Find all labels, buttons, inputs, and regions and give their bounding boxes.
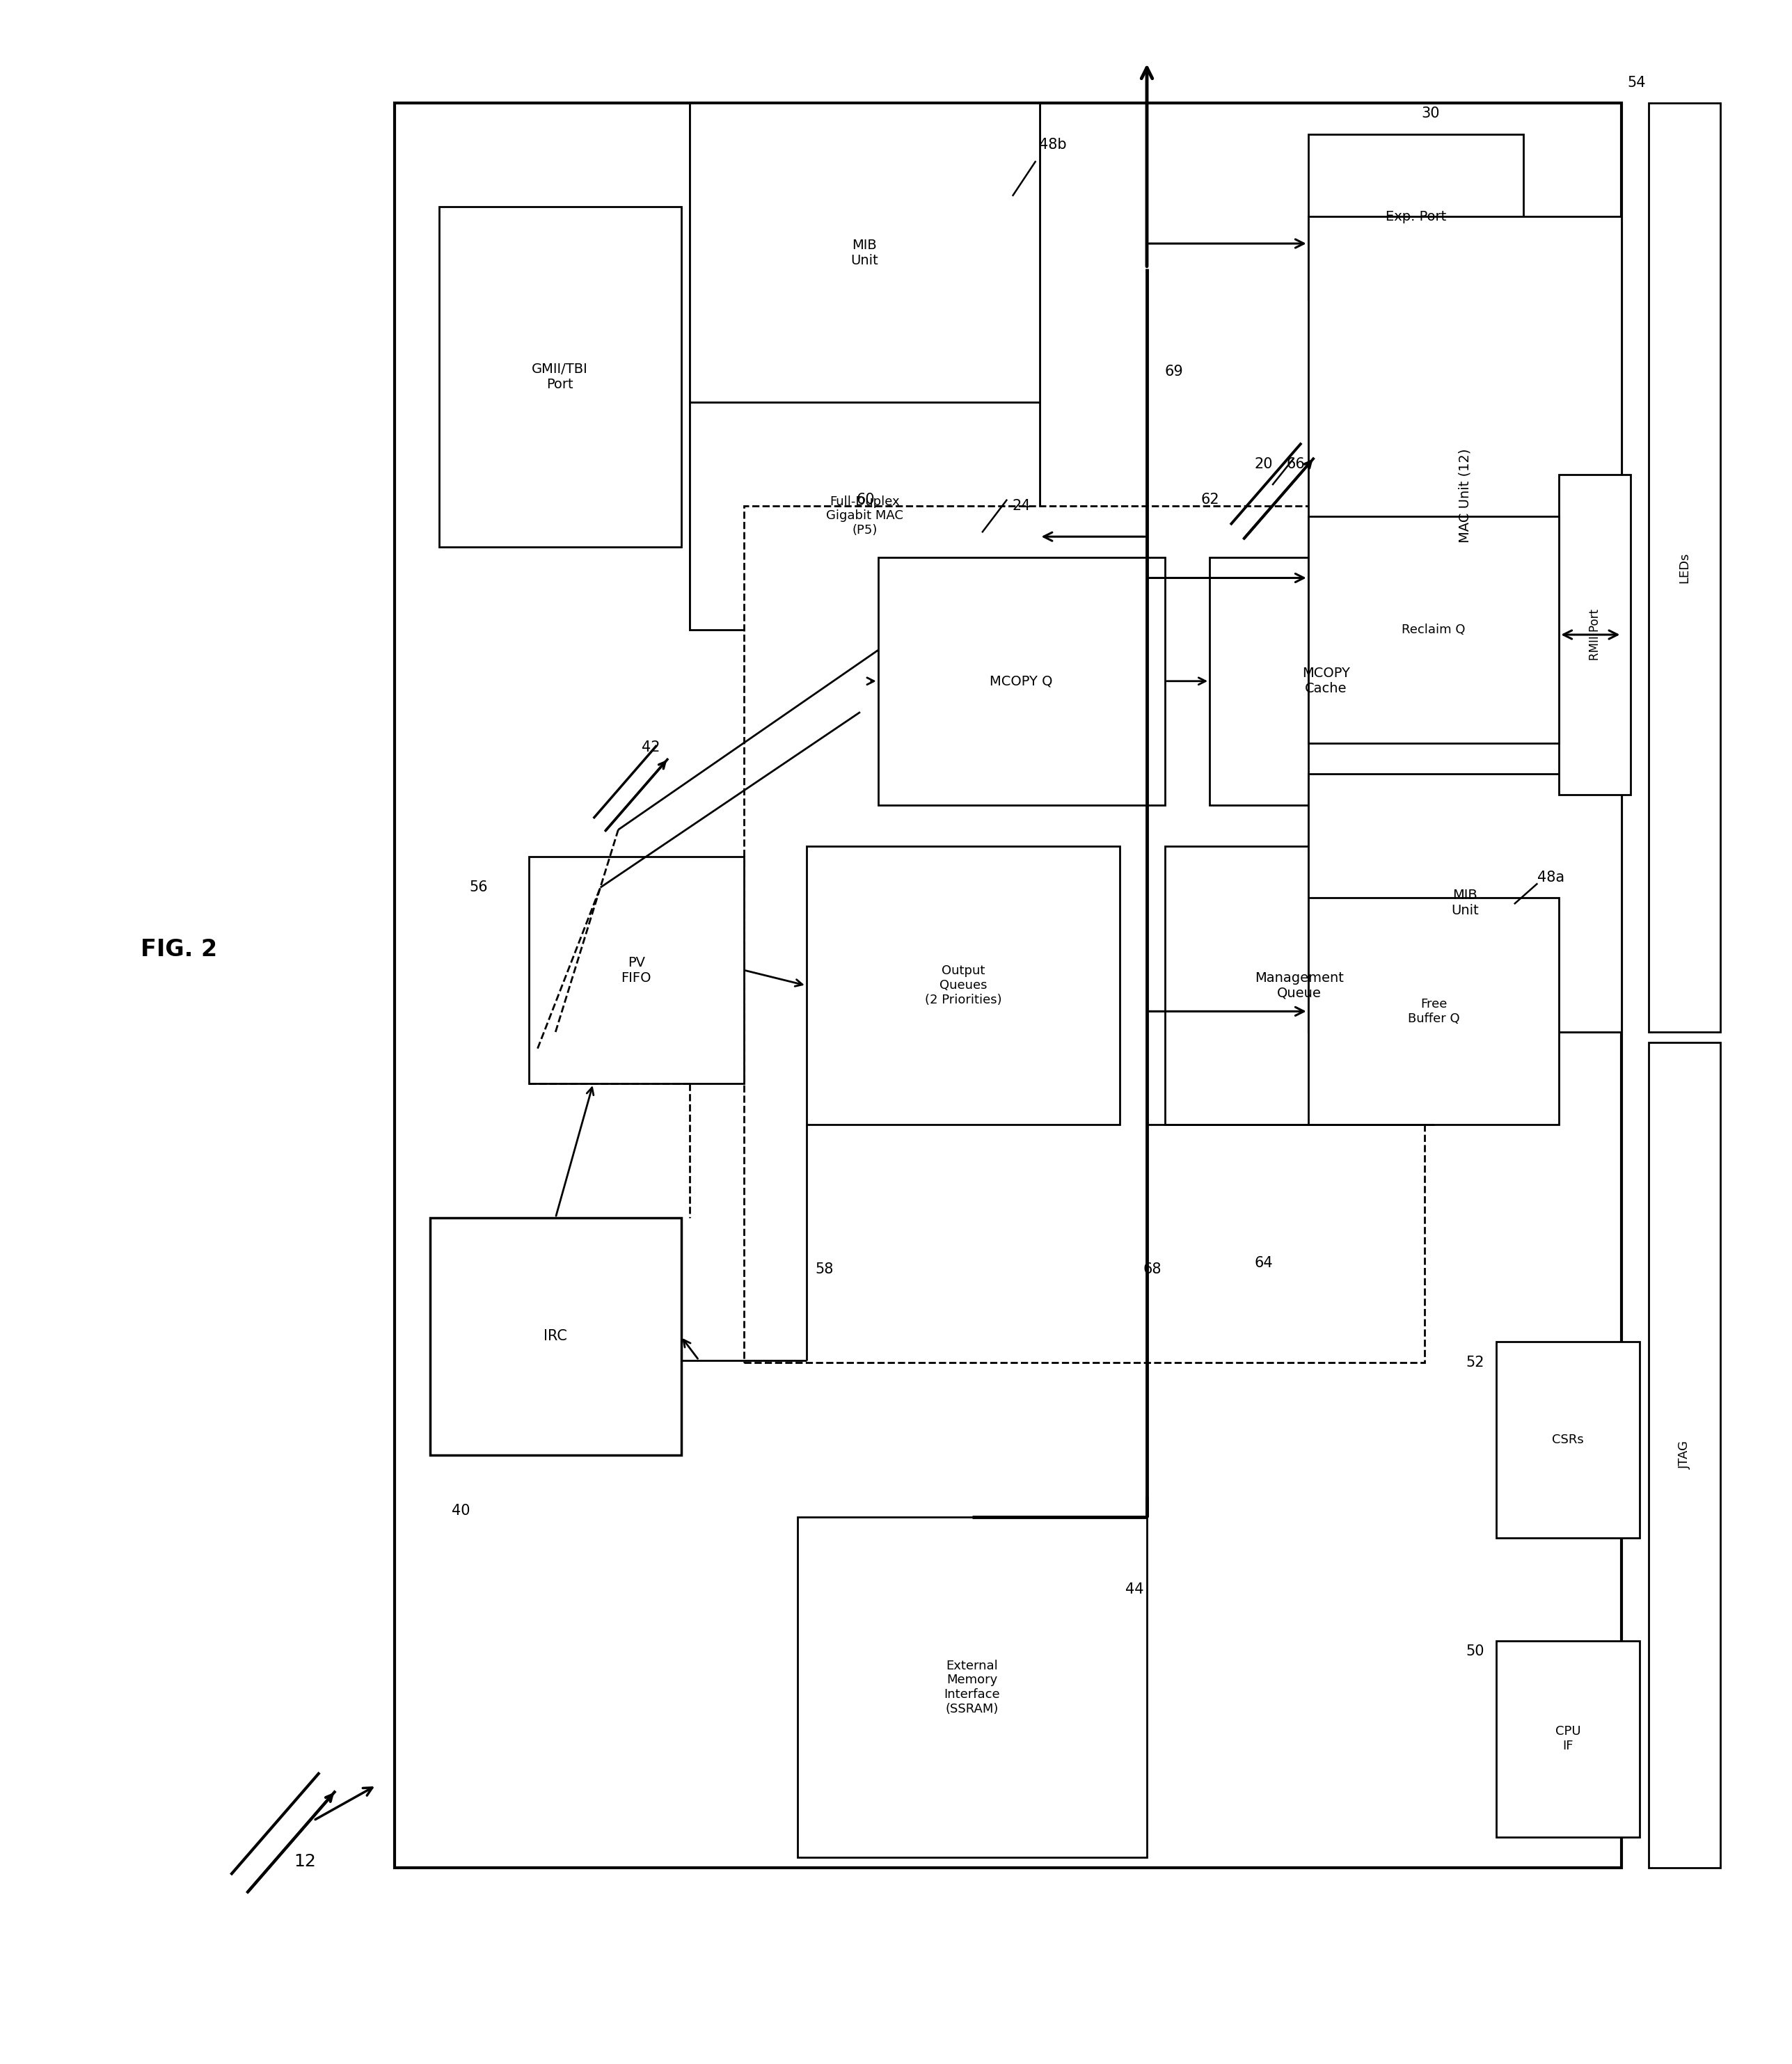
Text: 58: 58 [815,1263,833,1276]
Text: Management
Queue: Management Queue [1254,972,1344,999]
Text: Free
Buffer Q: Free Buffer Q [1409,997,1459,1026]
Text: 20: 20 [1254,458,1272,471]
Text: MAC Unit (12): MAC Unit (12) [1459,448,1471,543]
Text: 64: 64 [1254,1257,1272,1269]
Text: 48b: 48b [1039,138,1066,151]
Text: 62: 62 [1201,493,1219,506]
Text: 30: 30 [1421,107,1439,120]
Text: CPU
IF: CPU IF [1555,1726,1581,1752]
Text: 56: 56 [470,881,487,894]
Bar [744,506,1425,1362]
Bar [1496,1342,1640,1538]
Text: 69: 69 [1165,365,1183,378]
Text: MIB
Unit: MIB Unit [851,239,878,266]
Text: Full-Duplex
Gigabit MAC
(P5): Full-Duplex Gigabit MAC (P5) [826,495,903,537]
Bar [1165,846,1434,1125]
Text: MCOPY
Cache: MCOPY Cache [1303,667,1349,696]
Text: Reclaim Q: Reclaim Q [1401,623,1466,636]
Bar [1649,103,1720,1032]
Text: JTAG: JTAG [1679,1441,1690,1470]
Text: MCOPY Q: MCOPY Q [989,675,1054,687]
Text: 24: 24 [1012,499,1030,512]
Text: 44: 44 [1125,1583,1143,1595]
Bar [529,857,744,1084]
Bar [797,1517,1147,1858]
Text: 12: 12 [294,1853,315,1870]
Text: Output
Queues
(2 Priorities): Output Queues (2 Priorities) [925,964,1002,1007]
Text: PV
FIFO: PV FIFO [622,956,650,985]
Bar [1308,898,1559,1125]
Text: GMII/TBI
Port: GMII/TBI Port [532,363,588,390]
Bar [394,103,1622,1868]
Text: 50: 50 [1466,1645,1484,1657]
Text: IRC: IRC [543,1329,568,1344]
Bar [1308,134,1523,299]
Bar [690,103,1039,630]
Text: 60: 60 [857,493,874,506]
Text: 68: 68 [1143,1263,1161,1276]
Bar [1559,475,1631,795]
Bar [1308,774,1622,1032]
Bar [430,1218,681,1455]
Text: 42: 42 [642,741,659,753]
Bar [1210,557,1443,805]
Text: LEDs: LEDs [1679,551,1690,584]
Text: 66: 66 [1287,458,1305,471]
Text: External
Memory
Interface
(SSRAM): External Memory Interface (SSRAM) [944,1659,1000,1715]
Bar [439,206,681,547]
Bar [1649,1042,1720,1868]
Text: 40: 40 [452,1505,470,1517]
Bar [806,846,1120,1125]
Text: FIG. 2: FIG. 2 [142,937,217,962]
Bar [1496,1641,1640,1837]
Bar [1308,217,1622,1032]
Bar [1308,516,1559,743]
Text: RMII Port: RMII Port [1590,609,1600,660]
Text: 52: 52 [1466,1356,1484,1368]
Bar [690,103,1039,402]
Bar [690,402,1039,630]
Text: 54: 54 [1627,76,1645,89]
Text: CSRs: CSRs [1552,1432,1584,1447]
Bar [878,557,1165,805]
Text: 48a: 48a [1538,871,1564,883]
Text: MIB
Unit: MIB Unit [1452,890,1478,916]
Text: Exp. Port: Exp. Port [1385,211,1446,223]
